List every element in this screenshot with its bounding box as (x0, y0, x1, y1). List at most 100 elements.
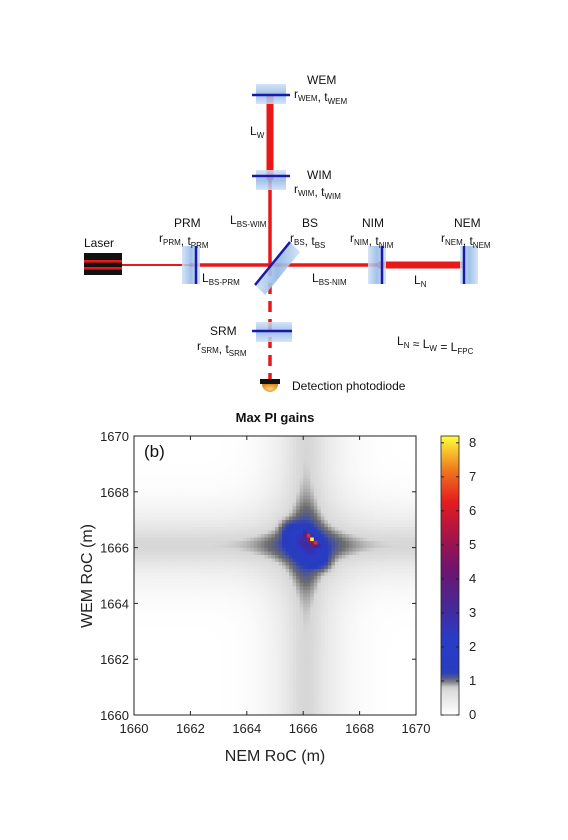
heatmap-cell (186, 477, 191, 482)
heatmap-cell (338, 540, 343, 545)
heatmap-cell (338, 666, 343, 671)
heatmap-cell (211, 624, 216, 629)
heatmap-cell (179, 697, 184, 702)
heatmap-cell (239, 634, 244, 639)
heatmap-cell (282, 512, 286, 517)
heatmap-cell (264, 505, 269, 510)
heatmap-cell (320, 558, 325, 562)
heatmap-cell (292, 523, 297, 528)
heatmap-cell (151, 551, 156, 555)
heatmap-cell (183, 673, 188, 678)
heatmap-cell (222, 589, 227, 594)
heatmap-cell (303, 627, 308, 632)
heatmap-cell (137, 683, 142, 688)
heatmap-cell (165, 442, 170, 447)
heatmap-cell (349, 690, 353, 695)
heatmap-cell (317, 578, 322, 583)
heatmap-cell (292, 582, 297, 587)
heatmap-cell (345, 687, 350, 691)
heatmap-cell (229, 467, 234, 472)
heatmap-cell (320, 568, 325, 573)
heatmap-cell (208, 655, 212, 660)
heatmap-cell (313, 474, 318, 479)
heatmap-cell (208, 613, 212, 618)
heatmap-cell (317, 540, 322, 545)
heatmap-cell (331, 495, 336, 500)
heatmap-cell (349, 603, 353, 608)
heatmap-cell (148, 690, 153, 695)
heatmap-cell (208, 690, 212, 695)
heatmap-cell (289, 655, 294, 660)
heatmap-cell (186, 565, 191, 569)
heatmap-cell (186, 606, 191, 611)
heatmap-cell (239, 617, 244, 622)
heatmap-cell (253, 516, 258, 521)
heatmap-cell (215, 578, 219, 583)
heatmap-cell (151, 463, 156, 468)
heatmap-cell (320, 631, 325, 636)
heatmap-cell (349, 460, 353, 465)
heatmap-cell (303, 701, 308, 705)
heatmap-cell (243, 711, 248, 716)
heatmap-cell (267, 554, 272, 559)
heatmap-cell (345, 537, 350, 542)
heatmap-cell (211, 585, 216, 590)
heatmap-cell (165, 554, 170, 559)
heatmap-cell (243, 599, 248, 604)
heatmap-cell (148, 547, 153, 552)
heatmap-cell (158, 711, 163, 716)
heatmap-cell (232, 708, 237, 712)
heatmap-cell (239, 701, 244, 705)
heatmap-cell (306, 453, 311, 458)
heatmap-cell (155, 673, 160, 678)
heatmap-cell (296, 516, 301, 521)
heatmap-cell (222, 442, 227, 447)
heatmap-cell (243, 589, 248, 594)
heatmap-cell (179, 561, 184, 566)
heatmap-cell (148, 558, 153, 562)
heatmap-cell (271, 627, 276, 632)
heatmap-cell (232, 704, 237, 709)
heatmap-cell (190, 690, 195, 695)
heatmap-cell (246, 446, 251, 451)
heatmap-cell (349, 669, 353, 674)
heatmap-cell (218, 498, 223, 503)
heatmap-cell (253, 509, 258, 514)
heatmap-cell (176, 592, 181, 597)
heatmap-cell (204, 565, 209, 569)
heatmap-cell (257, 509, 262, 514)
heatmap-cell (246, 687, 251, 691)
heatmap-cell (155, 467, 160, 472)
heatmap-cell (264, 669, 269, 674)
heatmap-cell (144, 453, 149, 458)
heatmap-cell (222, 669, 227, 674)
heatmap-cell (193, 502, 198, 507)
heatmap-cell (296, 704, 301, 709)
heatmap-cell (229, 634, 234, 639)
heatmap-cell (324, 554, 329, 559)
heatmap-cell (345, 631, 350, 636)
heatmap-cell (334, 568, 339, 573)
heatmap-cell (141, 551, 145, 555)
heatmap-cell (211, 481, 216, 486)
heatmap-cell (313, 683, 318, 688)
heatmap-cell (334, 526, 339, 531)
heatmap-cell (334, 624, 339, 629)
heatmap-cell (218, 530, 223, 535)
heatmap-cell (155, 519, 160, 524)
heatmap-cell (349, 589, 353, 594)
heatmap-cell (289, 641, 294, 646)
heatmap-cell (275, 565, 279, 569)
heatmap-cell (306, 498, 311, 503)
heatmap-cell (215, 439, 219, 444)
heatmap-cell (148, 512, 153, 517)
heatmap-cell (317, 523, 322, 528)
heatmap-cell (137, 446, 142, 451)
heatmap-cell (162, 589, 167, 594)
heatmap-cell (310, 491, 315, 496)
heatmap-cell (271, 436, 276, 440)
heatmap-cell (260, 610, 265, 615)
heatmap-cell (225, 610, 230, 615)
heatmap-cell (282, 683, 286, 688)
heatmap-cell (275, 526, 279, 531)
